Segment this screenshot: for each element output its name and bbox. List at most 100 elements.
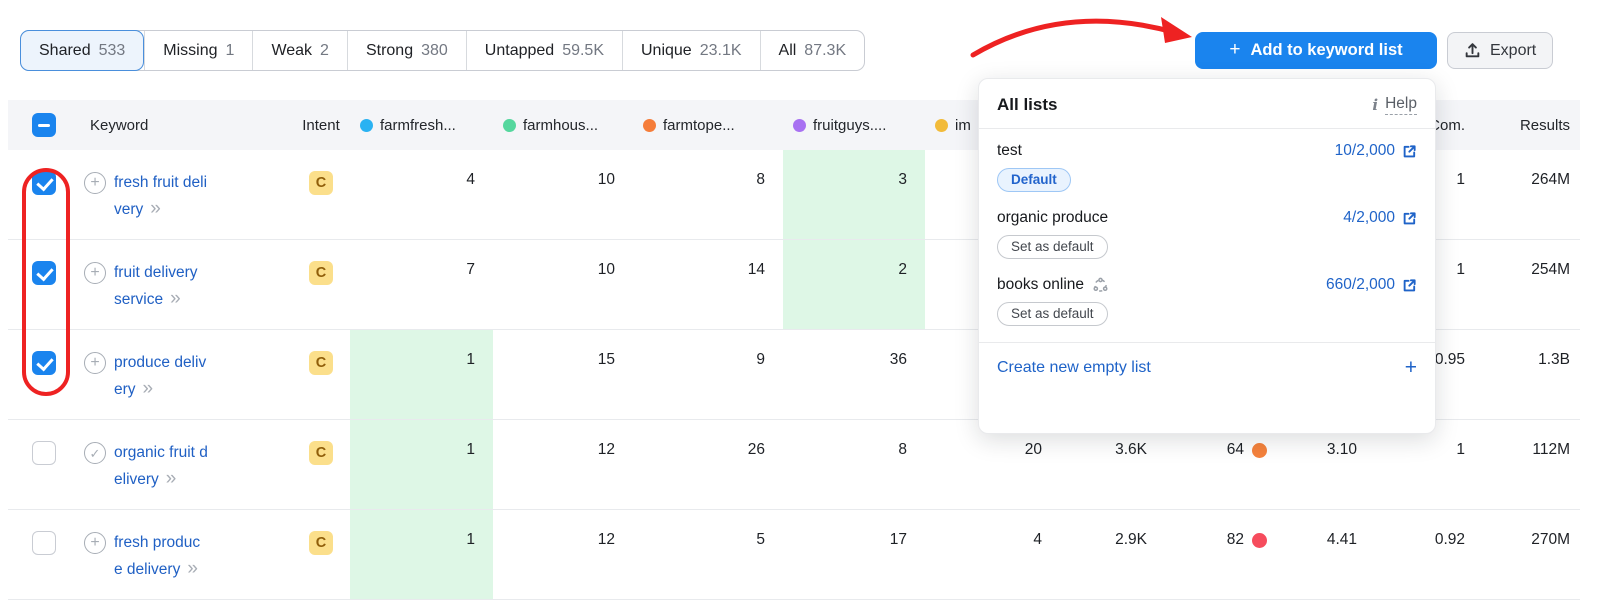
results-cell: 112M [1532, 441, 1570, 458]
rank-cell: 15 [597, 351, 615, 368]
tab-all-count: 87.3K [804, 41, 847, 59]
double-chevron-icon: » [187, 558, 198, 579]
add-keyword-icon[interactable]: + [84, 262, 106, 284]
row-checkbox[interactable] [32, 441, 56, 465]
keyword-link[interactable]: fresh produc e delivery» [114, 534, 201, 579]
com-cell: 0.92 [1434, 531, 1465, 548]
intent-badge-commercial[interactable]: C [309, 171, 333, 195]
col-competitor-1[interactable]: farmfresh... [350, 117, 493, 134]
tab-missing[interactable]: Missing 1 [144, 31, 252, 70]
select-cell [8, 150, 80, 239]
all-lists-popup: All lists i Help test 10/2,000 Default o… [978, 78, 1436, 434]
competitor-dot-green [503, 118, 516, 132]
col-results[interactable]: Results [1519, 116, 1570, 134]
rank-cell-highlighted: 1 [350, 510, 493, 599]
upload-icon [1465, 43, 1480, 58]
tab-strong[interactable]: Strong 380 [346, 31, 466, 70]
kd-cell: 64 [1165, 420, 1275, 509]
rank-cell: 5 [756, 531, 765, 548]
tab-unique[interactable]: Unique 23.1K [622, 31, 760, 70]
keyword-link[interactable]: fruit delivery service» [114, 264, 198, 309]
add-keyword-icon[interactable]: + [84, 172, 106, 194]
tab-untapped[interactable]: Untapped 59.5K [465, 31, 622, 70]
intent-badge-commercial[interactable]: C [309, 531, 333, 555]
help-link[interactable]: i Help [1372, 95, 1417, 115]
competitor-2-label: farmhous... [523, 116, 599, 134]
intent-cell: C [292, 330, 350, 419]
shared-list-icon [1093, 277, 1108, 292]
add-keyword-icon[interactable]: + [84, 532, 106, 554]
rank-cell: 8 [898, 441, 907, 458]
keyword-link[interactable]: produce deliv ery» [114, 354, 207, 399]
external-link-icon [1403, 144, 1416, 157]
tab-shared[interactable]: Shared 533 [20, 30, 145, 71]
popup-divider [979, 128, 1435, 129]
rank-cell: 12 [597, 531, 615, 548]
rank-cell: 20 [1024, 441, 1042, 458]
col-com[interactable]: Com. [1429, 116, 1465, 134]
plus-icon: + [1229, 39, 1241, 60]
annotation-arrow [970, 17, 1192, 58]
tab-all[interactable]: All 87.3K [759, 31, 865, 70]
keyword-link[interactable]: fresh fruit deli very» [114, 174, 208, 219]
row-checkbox[interactable] [32, 531, 56, 555]
row-checkbox[interactable] [32, 351, 56, 375]
select-cell [8, 240, 80, 329]
col-competitor-4[interactable]: fruitguys.... [783, 117, 925, 134]
list-usage-link[interactable]: 660/2,000 [1326, 276, 1417, 294]
keyword-cell: + fresh produc e delivery» [80, 510, 292, 599]
create-new-list-link[interactable]: Create new empty list [997, 359, 1151, 376]
rank-cell: 4 [1033, 531, 1042, 548]
add-to-keyword-list-label: Add to keyword list [1250, 41, 1403, 59]
export-label: Export [1490, 41, 1537, 59]
list-usage-link[interactable]: 4/2,000 [1343, 209, 1417, 227]
intent-badge-commercial[interactable]: C [309, 351, 333, 375]
list-item-books-online: books online 660/2,000 [997, 276, 1417, 294]
add-to-keyword-list-button[interactable]: + Add to keyword list [1195, 32, 1437, 69]
intent-badge-commercial[interactable]: C [309, 261, 333, 285]
plus-icon[interactable]: + [1404, 356, 1417, 379]
rank-cell-highlighted: 1 [350, 420, 493, 509]
results-cell: 270M [1531, 531, 1570, 548]
select-all-checkbox[interactable] [32, 113, 56, 137]
keyword-cell: + produce deliv ery» [80, 330, 292, 419]
results-cell: 264M [1531, 171, 1570, 188]
tab-all-label: All [778, 41, 797, 59]
intent-cell: C [292, 510, 350, 599]
list-usage-link[interactable]: 10/2,000 [1335, 142, 1417, 160]
tab-weak[interactable]: Weak 2 [252, 31, 347, 70]
row-checkbox[interactable] [32, 171, 56, 195]
info-icon: i [1372, 96, 1379, 114]
external-link-icon [1403, 278, 1416, 291]
select-cell [8, 420, 80, 509]
export-button[interactable]: Export [1447, 32, 1554, 69]
create-new-list-row: Create new empty list + [995, 343, 1419, 380]
keyword-link[interactable]: organic fruit d elivery» [114, 444, 208, 489]
select-cell [8, 510, 80, 599]
competitor-dot-orange [643, 118, 656, 132]
results-cell: 254M [1531, 261, 1570, 278]
external-link-icon [1403, 211, 1416, 224]
rank-cell: 4 [466, 171, 475, 188]
col-intent[interactable]: Intent [302, 116, 340, 134]
add-keyword-icon[interactable]: + [84, 352, 106, 374]
tab-shared-label: Shared [39, 41, 91, 59]
in-list-check-icon[interactable]: ✓ [84, 442, 106, 464]
col-competitor-5[interactable]: im [925, 117, 1060, 134]
intent-badge-commercial[interactable]: C [309, 441, 333, 465]
row-checkbox[interactable] [32, 261, 56, 285]
double-chevron-icon: » [165, 468, 177, 489]
col-competitor-2[interactable]: farmhous... [493, 117, 633, 134]
com-cell: 1 [1456, 171, 1465, 188]
rank-cell: 9 [756, 351, 765, 368]
popup-title: All lists [997, 95, 1058, 114]
col-keyword[interactable]: Keyword [90, 116, 149, 134]
set-as-default-button[interactable]: Set as default [997, 302, 1108, 326]
kd-dot-orange [1252, 443, 1267, 458]
set-as-default-button[interactable]: Set as default [997, 235, 1108, 259]
keyword-cell: + fruit delivery service» [80, 240, 292, 329]
select-cell [8, 330, 80, 419]
competitor-dot-yellow [935, 118, 948, 132]
col-competitor-3[interactable]: farmtope... [633, 117, 783, 134]
